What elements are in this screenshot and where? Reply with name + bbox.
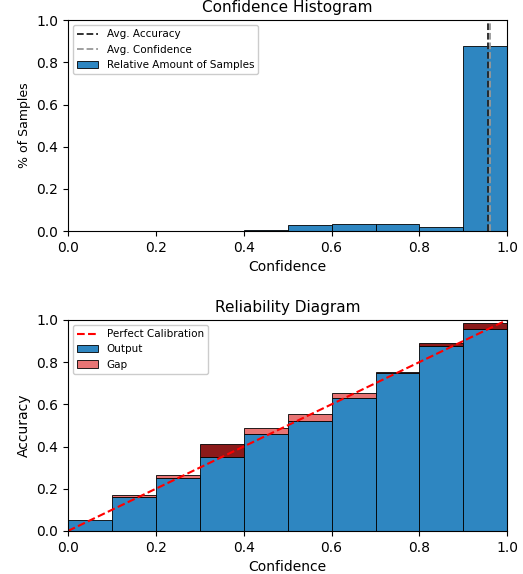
Bar [463,46,507,231]
Bar [376,373,419,531]
Title: Confidence Histogram: Confidence Histogram [202,0,373,15]
Y-axis label: Accuracy: Accuracy [17,394,31,457]
Legend: Perfect Calibration, Output, Gap: Perfect Calibration, Output, Gap [73,325,208,374]
Bar [156,475,200,478]
Bar [376,224,419,231]
X-axis label: Confidence: Confidence [248,261,327,274]
Bar [419,346,463,531]
Bar [244,230,288,231]
Bar [112,497,156,531]
Bar [419,343,463,346]
Bar [244,428,288,434]
Bar [200,457,244,531]
Legend: Avg. Accuracy, Avg. Confidence, Relative Amount of Samples: Avg. Accuracy, Avg. Confidence, Relative… [73,25,258,74]
Bar [68,521,112,531]
Bar [200,444,244,457]
Bar [288,225,332,231]
Title: Reliability Diagram: Reliability Diagram [215,300,360,315]
Bar [332,398,376,531]
Bar [376,371,419,373]
X-axis label: Confidence: Confidence [248,560,327,574]
Bar [244,434,288,531]
Y-axis label: % of Samples: % of Samples [18,83,31,168]
Bar [156,478,200,531]
Bar [332,224,376,231]
Bar [112,495,156,497]
Bar [419,227,463,231]
Bar [463,329,507,531]
Bar [332,393,376,398]
Bar [463,323,507,329]
Bar [288,414,332,421]
Bar [288,421,332,531]
